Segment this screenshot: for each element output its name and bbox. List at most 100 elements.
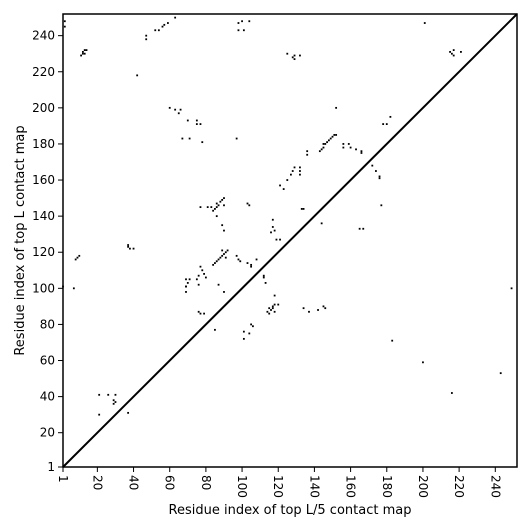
contact-point-lower	[277, 303, 280, 306]
contact-point-upper	[290, 173, 292, 176]
contact-point-upper	[460, 50, 462, 53]
contact-point-upper	[324, 143, 327, 145]
contact-point-upper	[320, 148, 323, 151]
contact-point-upper	[449, 50, 451, 53]
contact-point-lower	[270, 309, 272, 311]
y-tick-label: 40	[40, 390, 55, 404]
contact-point-lower	[127, 245, 130, 248]
contact-point-upper	[136, 74, 139, 77]
y-tick-label: 200	[32, 101, 55, 115]
contact-point-upper	[333, 134, 336, 136]
contact-point-lower	[248, 204, 251, 207]
contact-point-lower	[271, 226, 274, 228]
contact-point-upper	[299, 54, 301, 57]
contact-point-lower	[197, 310, 200, 313]
contact-point-upper	[293, 54, 296, 57]
contact-point-upper	[452, 54, 455, 57]
contact-point-upper	[342, 146, 345, 149]
contact-point-lower	[127, 411, 130, 414]
contact-point-lower	[242, 337, 245, 340]
contact-point-lower	[197, 283, 200, 286]
contact-point-lower	[422, 361, 424, 364]
contact-point-upper	[237, 22, 240, 24]
contact-point-upper	[199, 123, 202, 125]
contact-point-lower	[270, 231, 272, 234]
contact-point-lower	[252, 325, 254, 328]
contact-point-lower	[219, 200, 222, 203]
y-tick-label: 240	[32, 29, 55, 43]
y-tick-label: 60	[40, 354, 55, 368]
contact-point-lower	[324, 307, 327, 310]
contact-point-upper	[375, 170, 377, 172]
contact-point-upper	[335, 134, 338, 136]
contact-point-lower	[362, 227, 365, 230]
contact-point-lower	[302, 307, 305, 310]
contact-point-lower	[127, 244, 130, 246]
contact-point-upper	[331, 135, 334, 138]
contact-point-upper	[299, 173, 301, 176]
contact-point-lower	[264, 282, 267, 284]
contact-point-lower	[271, 307, 274, 310]
contact-point-upper	[306, 150, 309, 153]
contact-point-upper	[174, 16, 177, 19]
contact-point-upper	[163, 23, 166, 26]
contact-point-upper	[452, 49, 455, 51]
contact-point-lower	[223, 253, 225, 255]
plot-frame	[62, 13, 518, 468]
contact-point-lower	[273, 294, 276, 297]
contact-point-upper	[322, 143, 325, 145]
contact-points	[62, 16, 513, 416]
contact-point-lower	[212, 209, 215, 212]
contact-point-lower	[250, 323, 253, 326]
contact-point-lower	[308, 310, 310, 313]
contact-point-lower	[246, 202, 249, 205]
contact-point-lower	[268, 307, 271, 310]
contact-point-lower	[210, 206, 213, 209]
y-tick-label: 140	[32, 209, 55, 223]
x-tick-label: 120	[271, 475, 285, 498]
contact-point-upper	[335, 106, 338, 109]
y-tick-label: 1	[47, 460, 55, 474]
contact-point-lower	[114, 393, 117, 396]
contact-point-lower	[98, 413, 101, 416]
contact-point-upper	[347, 143, 350, 145]
contact-point-lower	[112, 399, 115, 402]
contact-point-upper	[326, 141, 328, 144]
contact-point-upper	[349, 146, 352, 149]
contact-point-lower	[206, 206, 209, 209]
contact-point-lower	[322, 305, 325, 308]
diagonal-line	[62, 13, 518, 468]
contact-point-lower	[223, 204, 225, 207]
contact-point-lower	[250, 263, 253, 266]
contact-point-lower	[391, 339, 394, 342]
contact-point-upper	[83, 52, 86, 55]
contact-point-upper	[360, 150, 363, 153]
contact-point-upper	[293, 166, 296, 169]
contact-point-lower	[129, 247, 131, 250]
contact-point-upper	[360, 152, 363, 154]
contact-point-upper	[188, 137, 191, 140]
x-tick-label: 240	[488, 475, 502, 498]
x-tick-label: 180	[380, 475, 394, 498]
y-tick-label: 120	[32, 245, 55, 259]
y-tick-label: 220	[32, 65, 55, 79]
contact-point-lower	[215, 206, 218, 209]
contact-point-upper	[423, 22, 426, 24]
contact-point-upper	[355, 148, 357, 151]
contact-point-lower	[72, 287, 75, 290]
contact-point-upper	[282, 188, 285, 190]
contact-point-lower	[510, 287, 513, 290]
contact-point-upper	[168, 106, 171, 109]
contact-point-lower	[271, 218, 274, 221]
contact-point-upper	[385, 123, 388, 125]
contact-point-upper	[378, 175, 381, 178]
y-tick-label: 160	[32, 173, 55, 187]
contact-point-lower	[223, 291, 225, 293]
contact-point-lower	[221, 198, 224, 201]
contact-point-upper	[450, 52, 453, 55]
contact-point-lower	[246, 262, 249, 264]
x-tick-label: 100	[235, 475, 249, 498]
contact-point-lower	[185, 291, 187, 293]
contact-point-upper	[81, 50, 84, 53]
contact-point-lower	[223, 197, 225, 199]
